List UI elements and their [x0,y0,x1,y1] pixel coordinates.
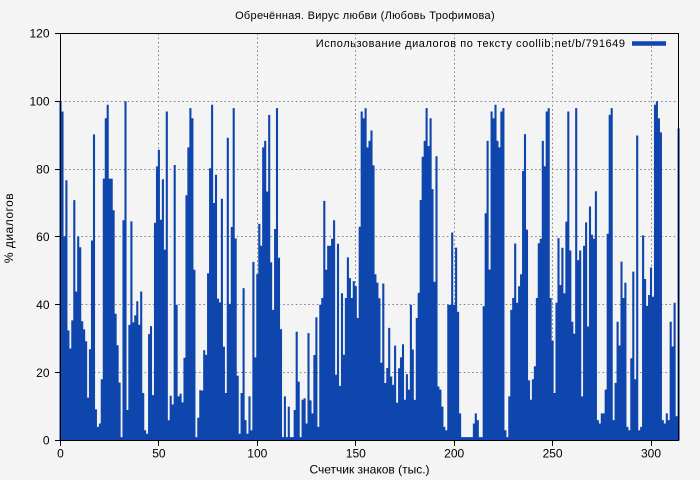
svg-text:120: 120 [29,27,49,41]
svg-text:80: 80 [36,162,50,176]
svg-text:200: 200 [444,447,464,461]
svg-text:250: 250 [543,447,563,461]
svg-text:% диалогов: % диалогов [2,193,16,263]
svg-text:300: 300 [641,447,661,461]
svg-text:150: 150 [346,447,366,461]
svg-text:60: 60 [36,230,50,244]
svg-text:Счетчик знаков (тыс.): Счетчик знаков (тыс.) [309,463,429,477]
svg-text:0: 0 [57,447,64,461]
svg-text:20: 20 [36,366,50,380]
svg-text:0: 0 [43,434,50,448]
svg-text:Обречённая. Вирус любви (Любов: Обречённая. Вирус любви (Любовь Трофимов… [235,10,495,22]
svg-text:100: 100 [247,447,267,461]
svg-text:50: 50 [152,447,166,461]
svg-text:Использование диалогов по текс: Использование диалогов по тексту coollib… [316,38,626,50]
svg-text:40: 40 [36,298,50,312]
svg-text:100: 100 [29,95,49,109]
